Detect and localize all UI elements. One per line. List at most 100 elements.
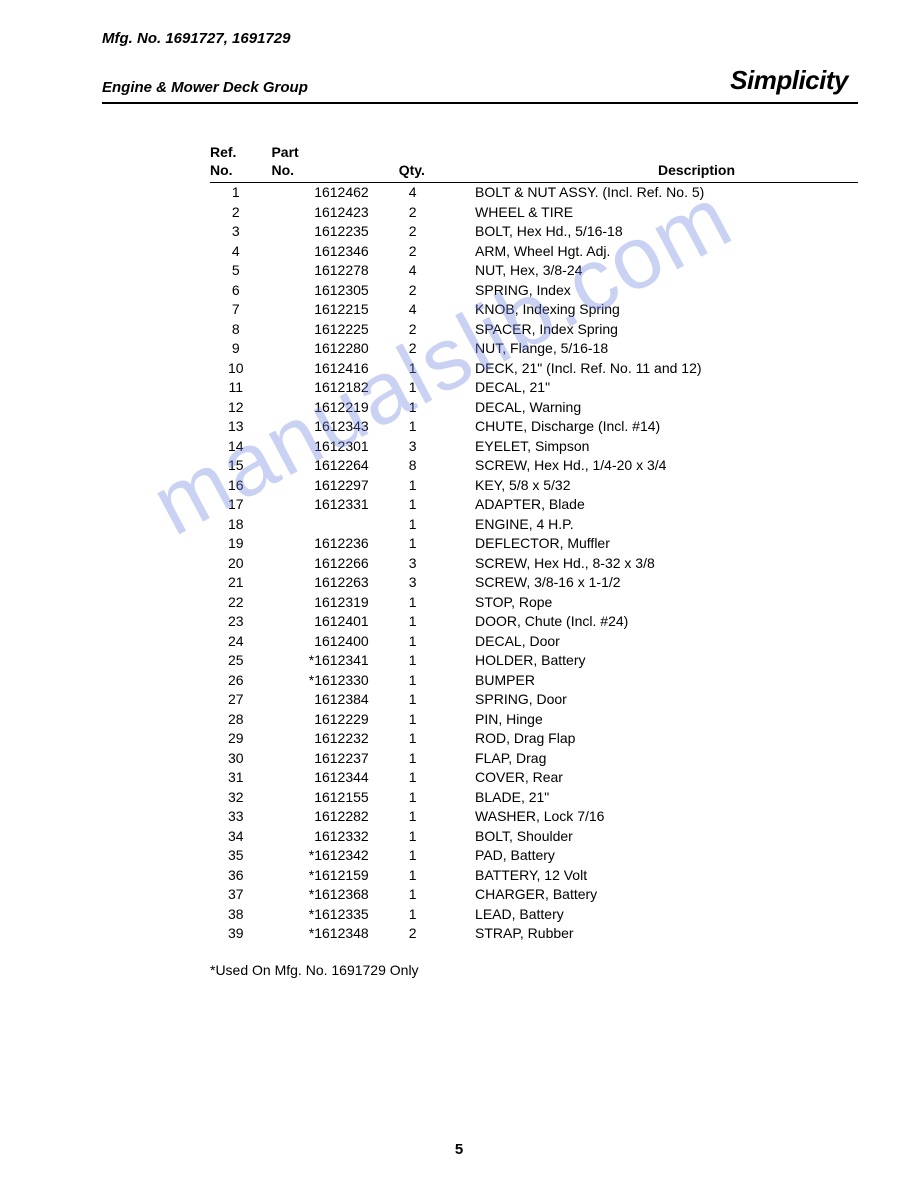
cell-ref: 2 xyxy=(210,203,271,223)
cell-qty: 1 xyxy=(399,846,475,866)
cell-part: *1612341 xyxy=(271,651,398,671)
cell-ref: 4 xyxy=(210,242,271,262)
cell-part: 1612305 xyxy=(271,281,398,301)
cell-desc: SPRING, Index xyxy=(475,281,858,301)
cell-ref: 29 xyxy=(210,729,271,749)
cell-qty: 1 xyxy=(399,905,475,925)
cell-desc: KNOB, Indexing Spring xyxy=(475,300,858,320)
table-row: 3316122821WASHER, Lock 7/16 xyxy=(210,807,858,827)
cell-qty: 1 xyxy=(399,515,475,535)
cell-desc: EYELET, Simpson xyxy=(475,437,858,457)
cell-qty: 1 xyxy=(399,710,475,730)
cell-qty: 8 xyxy=(399,456,475,476)
table-row: 616123052SPRING, Index xyxy=(210,281,858,301)
table-row: 39*16123482STRAP, Rubber xyxy=(210,924,858,944)
cell-desc: BOLT, Hex Hd., 5/16-18 xyxy=(475,222,858,242)
table-row: 181ENGINE, 4 H.P. xyxy=(210,515,858,535)
cell-desc: DEFLECTOR, Muffler xyxy=(475,534,858,554)
cell-part: 1612182 xyxy=(271,378,398,398)
cell-part: 1612384 xyxy=(271,690,398,710)
table-row: 3216121551BLADE, 21" xyxy=(210,788,858,808)
cell-part: 1612266 xyxy=(271,554,398,574)
cell-desc: DECAL, 21" xyxy=(475,378,858,398)
cell-desc: SPRING, Door xyxy=(475,690,858,710)
cell-part: *1612159 xyxy=(271,866,398,886)
cell-part: 1612301 xyxy=(271,437,398,457)
cell-ref: 15 xyxy=(210,456,271,476)
cell-desc: SCREW, 3/8-16 x 1-1/2 xyxy=(475,573,858,593)
cell-ref: 32 xyxy=(210,788,271,808)
cell-qty: 1 xyxy=(399,495,475,515)
cell-part: 1612278 xyxy=(271,261,398,281)
cell-part: 1612423 xyxy=(271,203,398,223)
cell-desc: BLADE, 21" xyxy=(475,788,858,808)
table-row: 116124624BOLT & NUT ASSY. (Incl. Ref. No… xyxy=(210,183,858,203)
cell-desc: NUT, Flange, 5/16-18 xyxy=(475,339,858,359)
cell-desc: DECAL, Warning xyxy=(475,398,858,418)
cell-qty: 1 xyxy=(399,612,475,632)
cell-qty: 3 xyxy=(399,437,475,457)
cell-part: *1612330 xyxy=(271,671,398,691)
table-row: 516122784NUT, Hex, 3/8-24 xyxy=(210,261,858,281)
cell-part: 1612331 xyxy=(271,495,398,515)
table-row: 2016122663SCREW, Hex Hd., 8-32 x 3/8 xyxy=(210,554,858,574)
cell-part: 1612215 xyxy=(271,300,398,320)
cell-ref: 21 xyxy=(210,573,271,593)
cell-ref: 22 xyxy=(210,593,271,613)
cell-ref: 31 xyxy=(210,768,271,788)
cell-ref: 1 xyxy=(210,183,271,203)
cell-part: *1612335 xyxy=(271,905,398,925)
cell-ref: 9 xyxy=(210,339,271,359)
cell-part: 1612332 xyxy=(271,827,398,847)
table-row: 2416124001DECAL, Door xyxy=(210,632,858,652)
table-row: 2816122291PIN, Hinge xyxy=(210,710,858,730)
cell-qty: 2 xyxy=(399,203,475,223)
cell-ref: 38 xyxy=(210,905,271,925)
cell-desc: NUT, Hex, 3/8-24 xyxy=(475,261,858,281)
cell-desc: WHEEL & TIRE xyxy=(475,203,858,223)
mfg-number-line: Mfg. No. 1691727, 1691729 xyxy=(102,30,858,47)
table-row: 1616122971KEY, 5/8 x 5/32 xyxy=(210,476,858,496)
section-title: Engine & Mower Deck Group xyxy=(102,79,308,96)
cell-part: 1612416 xyxy=(271,359,398,379)
cell-qty: 1 xyxy=(399,885,475,905)
cell-qty: 4 xyxy=(399,183,475,203)
cell-part: 1612219 xyxy=(271,398,398,418)
cell-desc: ROD, Drag Flap xyxy=(475,729,858,749)
cell-qty: 3 xyxy=(399,554,475,574)
cell-qty: 1 xyxy=(399,827,475,847)
cell-desc: HOLDER, Battery xyxy=(475,651,858,671)
col-header-ref-top: Ref. xyxy=(210,144,271,162)
cell-ref: 6 xyxy=(210,281,271,301)
cell-desc: DECK, 21" (Incl. Ref. No. 11 and 12) xyxy=(475,359,858,379)
cell-ref: 17 xyxy=(210,495,271,515)
cell-qty: 2 xyxy=(399,242,475,262)
cell-ref: 24 xyxy=(210,632,271,652)
cell-desc: BOLT, Shoulder xyxy=(475,827,858,847)
cell-ref: 37 xyxy=(210,885,271,905)
table-row: 2216123191STOP, Rope xyxy=(210,593,858,613)
cell-part: *1612342 xyxy=(271,846,398,866)
cell-ref: 33 xyxy=(210,807,271,827)
cell-ref: 12 xyxy=(210,398,271,418)
cell-qty: 2 xyxy=(399,281,475,301)
table-row: 1116121821DECAL, 21" xyxy=(210,378,858,398)
cell-ref: 3 xyxy=(210,222,271,242)
header-row: Engine & Mower Deck Group Simplicity xyxy=(102,65,858,96)
cell-qty: 2 xyxy=(399,320,475,340)
cell-qty: 4 xyxy=(399,261,475,281)
table-row: 1516122648SCREW, Hex Hd., 1/4-20 x 3/4 xyxy=(210,456,858,476)
table-row: 25*16123411HOLDER, Battery xyxy=(210,651,858,671)
cell-part: 1612344 xyxy=(271,768,398,788)
cell-desc: FLAP, Drag xyxy=(475,749,858,769)
table-row: 2916122321ROD, Drag Flap xyxy=(210,729,858,749)
cell-qty: 1 xyxy=(399,651,475,671)
cell-qty: 2 xyxy=(399,222,475,242)
table-row: 1216122191DECAL, Warning xyxy=(210,398,858,418)
cell-desc: CHUTE, Discharge (Incl. #14) xyxy=(475,417,858,437)
cell-desc: CHARGER, Battery xyxy=(475,885,858,905)
cell-qty: 1 xyxy=(399,398,475,418)
cell-ref: 28 xyxy=(210,710,271,730)
cell-desc: BUMPER xyxy=(475,671,858,691)
cell-ref: 13 xyxy=(210,417,271,437)
